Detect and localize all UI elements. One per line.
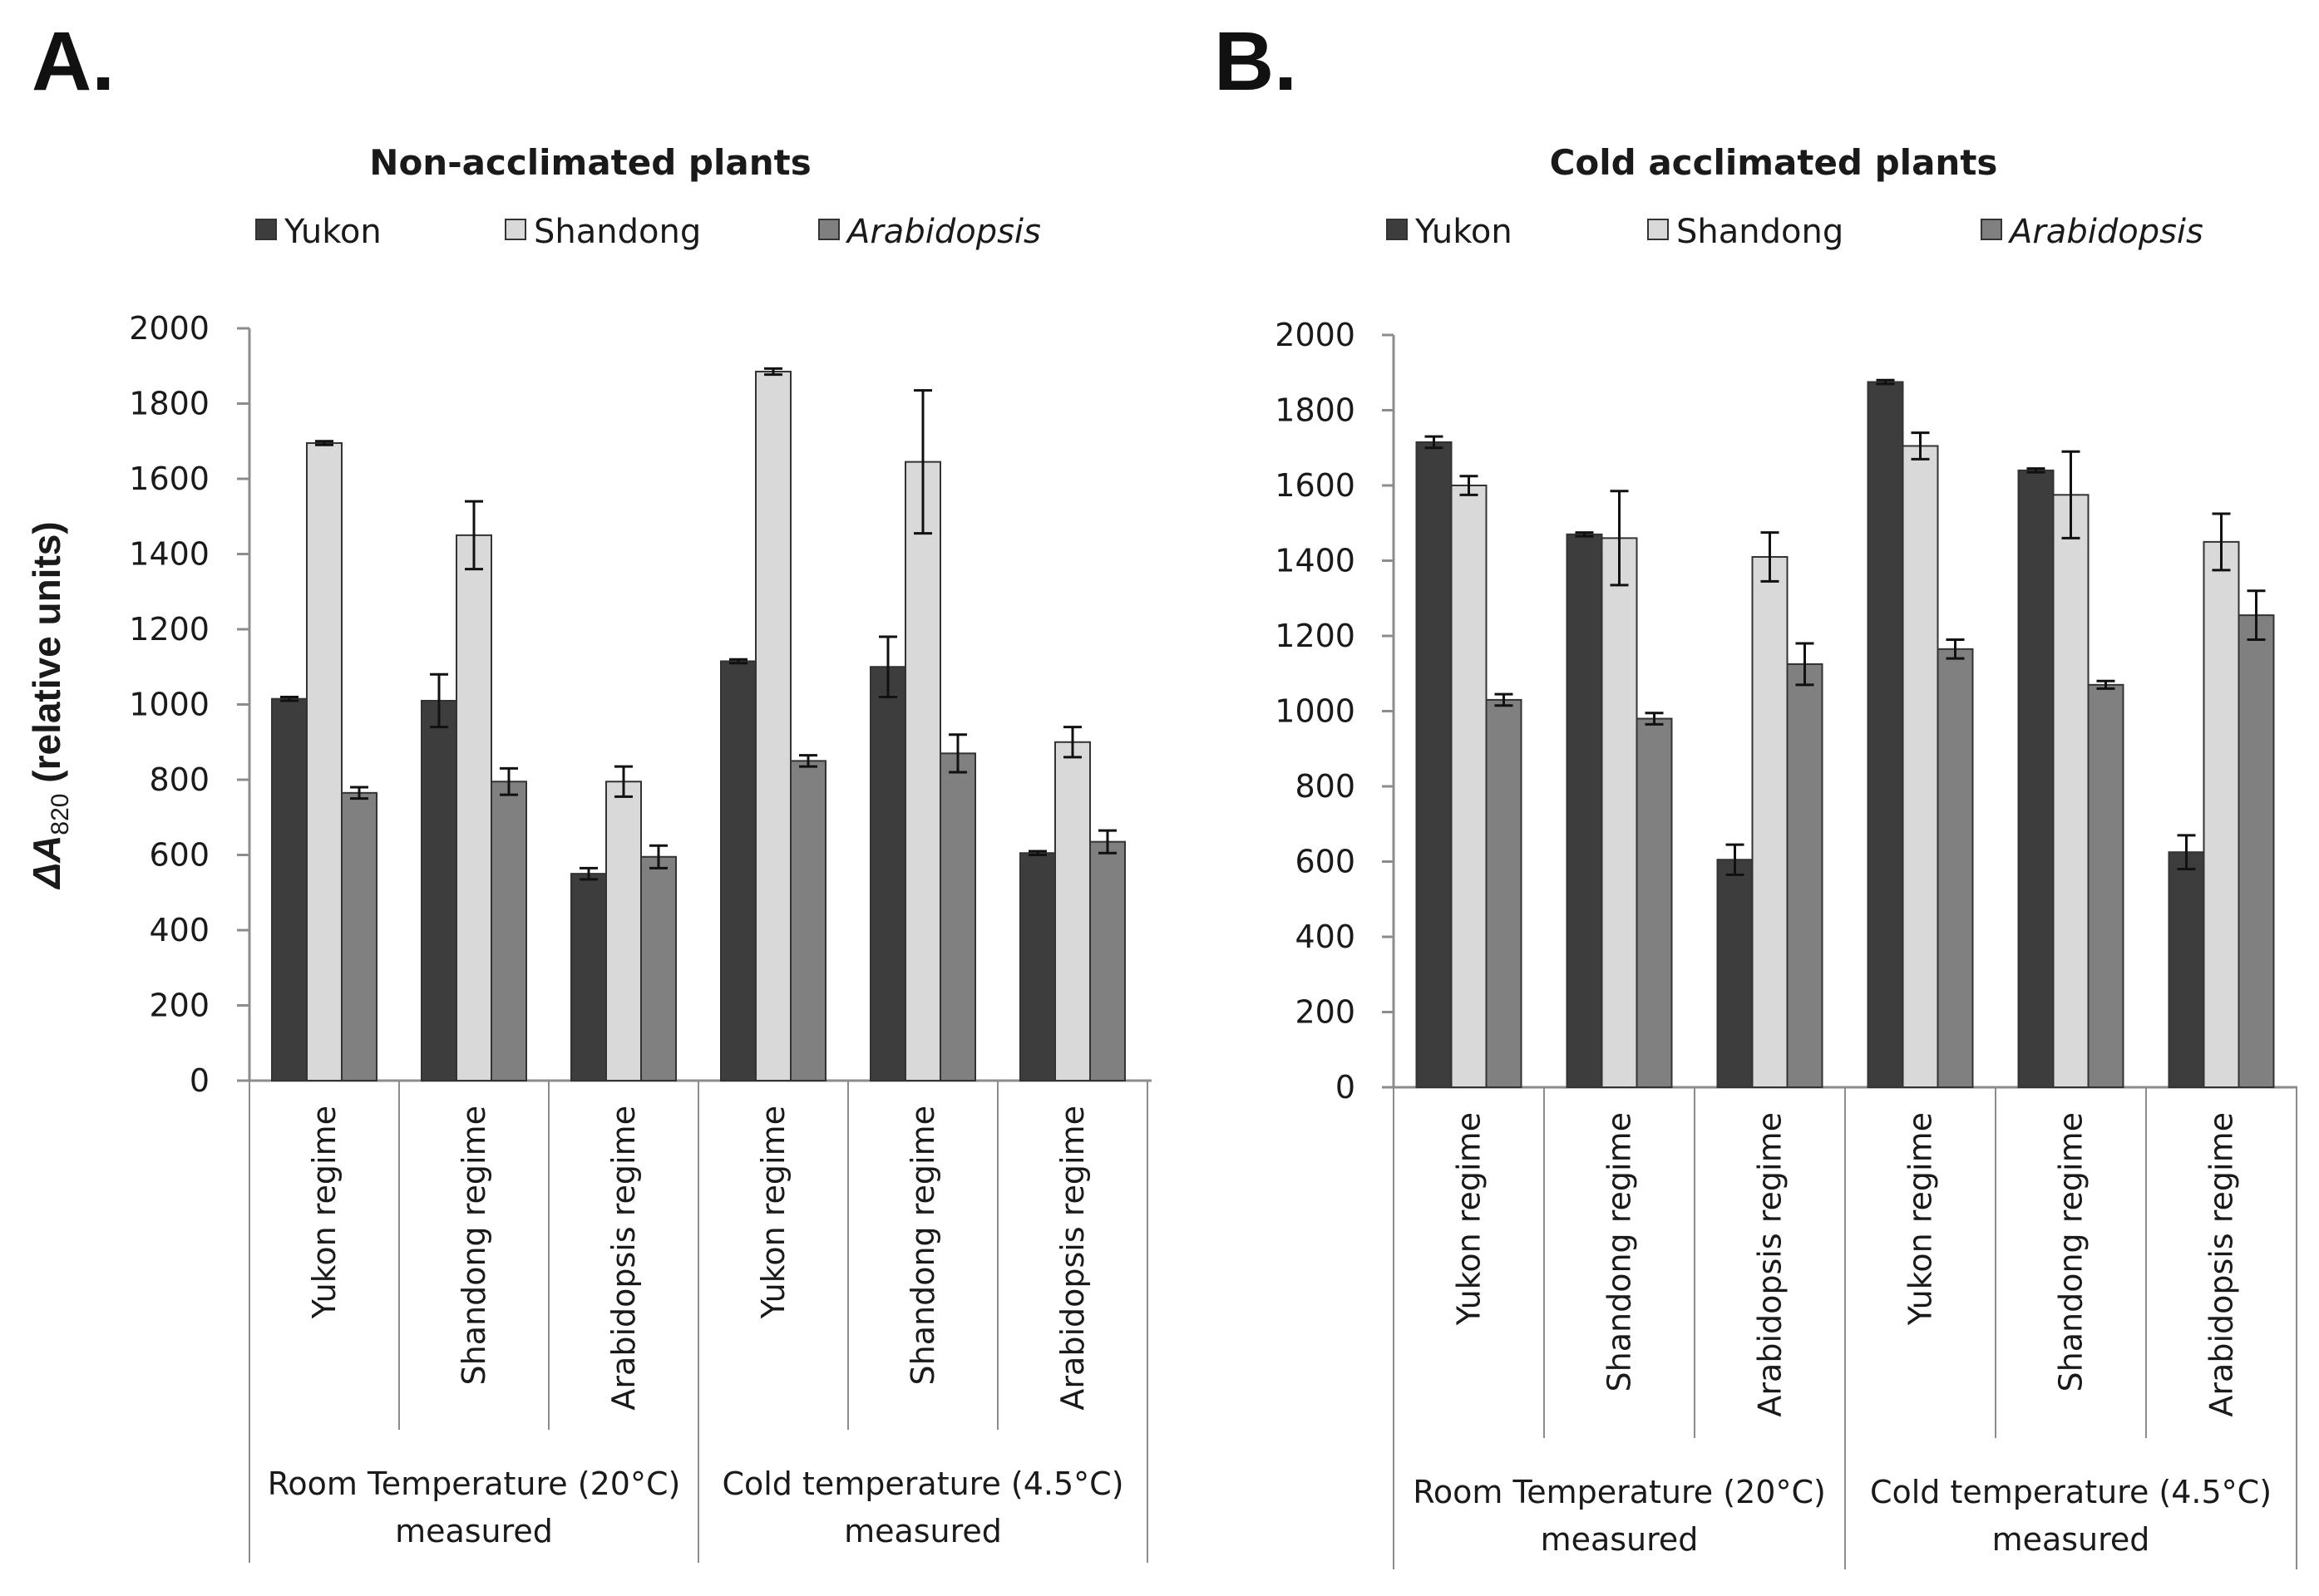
y-tick-label: 2000 (129, 310, 210, 347)
chart-title: Cold acclimated plants (1550, 142, 1998, 183)
category-label: Arabidopsis regime (2203, 1112, 2240, 1417)
legend-swatch-arabidopsis (818, 219, 840, 240)
category-label: Arabidopsis regime (1752, 1112, 1789, 1417)
bar-arabidopsis (491, 781, 527, 1081)
category-label: Shandong regime (2053, 1112, 2090, 1392)
legend-label-shandong: Shandong (534, 213, 701, 251)
y-axis-label-subscript: 820 (47, 794, 74, 835)
bar-arabidopsis (1089, 840, 1126, 1081)
y-tick-label: 400 (1295, 919, 1355, 955)
bar-shandong (1751, 555, 1789, 1088)
y-axis-label: ΔA820 (relative units) (25, 521, 74, 889)
bar-shandong (456, 534, 492, 1081)
panel-a: A. Non-acclimated plants Yukon Shandong Arab… (25, 15, 1152, 1563)
bar-shandong (2052, 494, 2090, 1088)
bar-yukon (2017, 469, 2055, 1088)
group-label: Cold temperature (4.5°C) measured (1870, 1474, 2272, 1558)
y-tick-label: 400 (149, 912, 210, 948)
group-label: Room Temperature (20°C) measured (1413, 1474, 1826, 1558)
legend-label-yukon: Yukon (1414, 213, 1512, 251)
bar-shandong (755, 371, 792, 1082)
y-tick-label: 600 (149, 837, 210, 874)
panel-b: B. Cold acclimated plants Yukon Shandong Ara… (1214, 15, 2297, 1569)
y-axis-label-units: (relative units) (25, 521, 68, 793)
y-tick-label: 2000 (1275, 317, 1355, 353)
bar-yukon (271, 697, 308, 1082)
bar-yukon (720, 660, 757, 1082)
bar-shandong (1902, 445, 1939, 1088)
bar-shandong (905, 461, 941, 1081)
category-label: Shandong regime (456, 1106, 492, 1385)
group-label: Room Temperature (20°C) measured (268, 1465, 681, 1549)
y-tick-label: 200 (149, 988, 210, 1024)
bar-arabidopsis (2087, 683, 2124, 1088)
bar-yukon (1019, 852, 1056, 1082)
bar-arabidopsis (341, 791, 377, 1082)
bar-arabidopsis (640, 855, 677, 1081)
bar-yukon (870, 666, 906, 1081)
y-tick-label: 0 (1335, 1069, 1355, 1106)
y-tick-label: 1400 (1275, 543, 1355, 579)
bar-arabidopsis (790, 760, 826, 1081)
y-tick-label: 1600 (129, 461, 210, 497)
category-label: Arabidopsis regime (1054, 1106, 1091, 1411)
bar-yukon (421, 699, 457, 1081)
bar-arabidopsis (2238, 614, 2275, 1088)
legend-swatch-yukon (1386, 219, 1408, 240)
category-label: Yukon regime (755, 1106, 792, 1319)
y-tick-label: 1800 (1275, 392, 1355, 429)
category-label: Yukon regime (306, 1106, 343, 1319)
bar-arabidopsis (1636, 717, 1673, 1088)
bar-yukon (570, 873, 607, 1081)
y-tick-label: 800 (1295, 768, 1355, 805)
category-label: Shandong regime (1601, 1112, 1638, 1392)
y-tick-label: 800 (149, 761, 210, 798)
legend-swatch-shandong (1647, 219, 1669, 240)
bar-shandong (306, 442, 343, 1081)
bar-yukon (1415, 441, 1453, 1088)
bar-arabidopsis (1485, 698, 1522, 1088)
bar-shandong (605, 781, 642, 1081)
bar-yukon (1716, 859, 1754, 1089)
bar-shandong (1054, 741, 1091, 1081)
y-tick-label: 1200 (1275, 618, 1355, 654)
y-tick-label: 1000 (129, 687, 210, 723)
chart-title: Non-acclimated plants (369, 142, 811, 183)
bar-yukon (1867, 381, 1904, 1088)
legend-swatch-shandong (505, 219, 526, 240)
bar-shandong (2203, 540, 2240, 1088)
group-label: Cold temperature (4.5°C) measured (722, 1465, 1123, 1549)
bar-arabidopsis (1786, 663, 1823, 1088)
y-tick-label: 1200 (129, 611, 210, 648)
y-tick-label: 1400 (129, 536, 210, 573)
category-label: Shandong regime (905, 1106, 941, 1385)
category-label: Yukon regime (1451, 1112, 1488, 1326)
bar-shandong (1601, 537, 1638, 1088)
legend-label-arabidopsis: Arabidopsis (845, 213, 1041, 251)
legend-label-yukon: Yukon (284, 213, 382, 251)
y-tick-label: 1600 (1275, 467, 1355, 504)
category-label: Yukon regime (1902, 1112, 1939, 1326)
legend-swatch-yukon (255, 219, 277, 240)
y-axis-label-main: ΔA (25, 835, 68, 890)
bar-arabidopsis (1937, 648, 1974, 1088)
y-tick-label: 0 (190, 1062, 210, 1099)
y-tick-label: 200 (1295, 994, 1355, 1031)
panel-letter: A. (32, 15, 115, 108)
bar-yukon (2168, 851, 2205, 1088)
bar-arabidopsis (940, 752, 976, 1081)
y-tick-label: 600 (1295, 844, 1355, 880)
bar-shandong (1450, 485, 1488, 1088)
y-tick-label: 1000 (1275, 693, 1355, 730)
panel-letter: B. (1214, 15, 1297, 108)
y-tick-label: 1800 (129, 386, 210, 422)
legend-swatch-arabidopsis (1981, 219, 2002, 240)
category-label: Arabidopsis regime (605, 1106, 642, 1411)
bar-yukon (1566, 533, 1603, 1088)
legend-label-arabidopsis: Arabidopsis (2007, 213, 2203, 251)
legend-label-shandong: Shandong (1676, 213, 1843, 251)
